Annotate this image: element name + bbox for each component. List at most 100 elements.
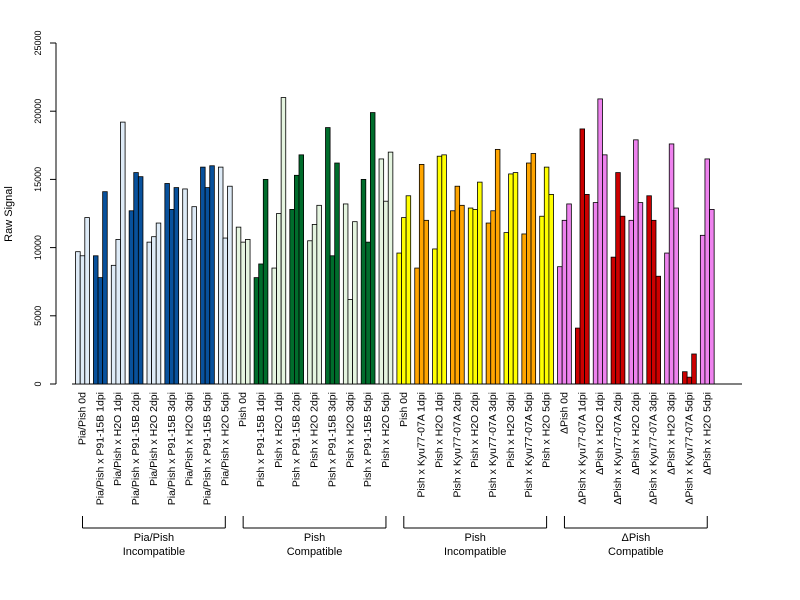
x-tick-label: Pish x Kyu77-07A 1dpi bbox=[416, 392, 428, 498]
bar bbox=[401, 217, 407, 385]
bar bbox=[200, 166, 206, 385]
bar bbox=[668, 143, 675, 385]
x-tick-label: Pish x Kyu77-07A 5dpi bbox=[523, 392, 535, 498]
x-tick-label: Pia/Pish x H2O 3dpi bbox=[184, 392, 196, 486]
x-tick-label: Pish x H2O 1dpi bbox=[434, 392, 446, 468]
x-tick-label: Pish x P91-15B 2dpi bbox=[291, 392, 303, 487]
bar bbox=[204, 187, 211, 385]
x-tick-label: Pia/Pish 0d bbox=[77, 392, 89, 445]
x-tick-label: ΔPish x Kyu77-07A 2dpi bbox=[612, 392, 624, 505]
x-tick-label: Pish x Kyu77-07A 3dpi bbox=[487, 392, 499, 498]
bar bbox=[646, 195, 652, 385]
bar bbox=[423, 219, 429, 385]
x-tick-label: ΔPish x H2O 3dpi bbox=[666, 392, 678, 475]
x-tick-label: ΔPish x Kyu77-07A 5dpi bbox=[683, 392, 695, 505]
bar bbox=[128, 210, 135, 385]
bar bbox=[709, 209, 715, 385]
bar bbox=[472, 209, 478, 385]
x-tick-label: Pish x Kyu77-07A 2dpi bbox=[451, 392, 463, 498]
x-tick-label: ΔPish 0d bbox=[558, 392, 570, 434]
bar bbox=[347, 299, 353, 385]
x-tick-label: Pish x H2O 3dpi bbox=[505, 392, 517, 468]
bar bbox=[191, 206, 197, 385]
x-tick-label: ΔPish x H2O 2dpi bbox=[630, 392, 642, 475]
bar bbox=[664, 252, 670, 385]
bar bbox=[307, 240, 313, 385]
bar bbox=[182, 188, 188, 385]
x-tick-label: Pish x P91-15B 5dpi bbox=[362, 392, 374, 487]
bar bbox=[414, 267, 420, 385]
group-sublabel: Incompatible bbox=[444, 546, 506, 558]
bar bbox=[316, 204, 322, 385]
bar bbox=[298, 154, 304, 385]
bar bbox=[548, 193, 554, 385]
bar bbox=[271, 267, 277, 385]
bar bbox=[543, 166, 550, 385]
bar bbox=[352, 221, 358, 385]
bar bbox=[97, 277, 104, 385]
y-tick-label: 0 bbox=[33, 381, 43, 386]
bar bbox=[597, 98, 603, 385]
bar bbox=[102, 191, 108, 385]
x-tick-label: ΔPish x H2O 1dpi bbox=[594, 392, 606, 475]
group-sublabel: Compatible bbox=[287, 546, 343, 558]
bar bbox=[459, 204, 465, 385]
bar bbox=[146, 241, 152, 385]
bar bbox=[253, 277, 260, 385]
y-tick-label: 5000 bbox=[33, 306, 43, 326]
y-tick-label: 20000 bbox=[33, 99, 43, 124]
bar bbox=[258, 263, 264, 385]
group-label: Pish bbox=[464, 532, 485, 544]
bar bbox=[490, 210, 496, 385]
bar bbox=[432, 248, 438, 385]
bar bbox=[628, 219, 634, 385]
group-brackets: Pia/Pish Incompatible Pish Compatible Pish In… bbox=[82, 516, 708, 558]
bar bbox=[169, 209, 175, 385]
bar bbox=[508, 173, 514, 385]
bar bbox=[503, 232, 509, 385]
y-axis: 0 5000 10000 15000 20000 25000 bbox=[33, 30, 57, 387]
bar bbox=[436, 155, 443, 385]
group-sublabel: Incompatible bbox=[123, 546, 185, 558]
y-tick-label: 15000 bbox=[33, 167, 43, 192]
bar bbox=[334, 162, 340, 385]
y-tick-label: 25000 bbox=[33, 30, 43, 55]
bar bbox=[579, 128, 585, 385]
bar bbox=[235, 226, 242, 385]
bar bbox=[93, 255, 99, 385]
bar bbox=[245, 239, 251, 385]
bar bbox=[293, 174, 300, 385]
bar bbox=[418, 163, 425, 385]
y-tick-label: 10000 bbox=[33, 235, 43, 260]
bar bbox=[521, 233, 527, 385]
bar bbox=[592, 202, 599, 385]
bar bbox=[151, 236, 157, 385]
bar bbox=[651, 219, 657, 385]
bar bbox=[450, 210, 456, 385]
bar bbox=[387, 151, 394, 385]
bar bbox=[530, 153, 537, 385]
x-tick-label: Pia/Pish x H2O 2dpi bbox=[148, 392, 160, 486]
bar bbox=[615, 172, 621, 385]
bar bbox=[494, 148, 501, 385]
bar bbox=[240, 241, 246, 385]
bar bbox=[691, 353, 697, 385]
bar bbox=[133, 172, 139, 385]
bar bbox=[120, 121, 126, 385]
bar bbox=[610, 256, 617, 385]
bar bbox=[561, 219, 568, 385]
bar bbox=[155, 222, 162, 385]
x-tick-label: Pish x P91-15B 3dpi bbox=[326, 392, 338, 487]
bar bbox=[209, 165, 215, 385]
bar bbox=[655, 275, 661, 385]
x-tick-label: Pish 0d bbox=[398, 392, 410, 427]
x-tick-label: Pia/Pish x P91-15B 1dpi bbox=[94, 392, 106, 505]
bar bbox=[173, 187, 180, 385]
bar bbox=[575, 327, 581, 385]
group-sublabel: Compatible bbox=[608, 546, 664, 558]
bar bbox=[602, 154, 608, 385]
bar bbox=[396, 252, 402, 385]
x-tick-label: Pish x H2O 5dpi bbox=[380, 392, 392, 468]
bar bbox=[280, 97, 287, 385]
x-tick-label: Pia/Pish x H2O 5dpi bbox=[219, 392, 231, 486]
